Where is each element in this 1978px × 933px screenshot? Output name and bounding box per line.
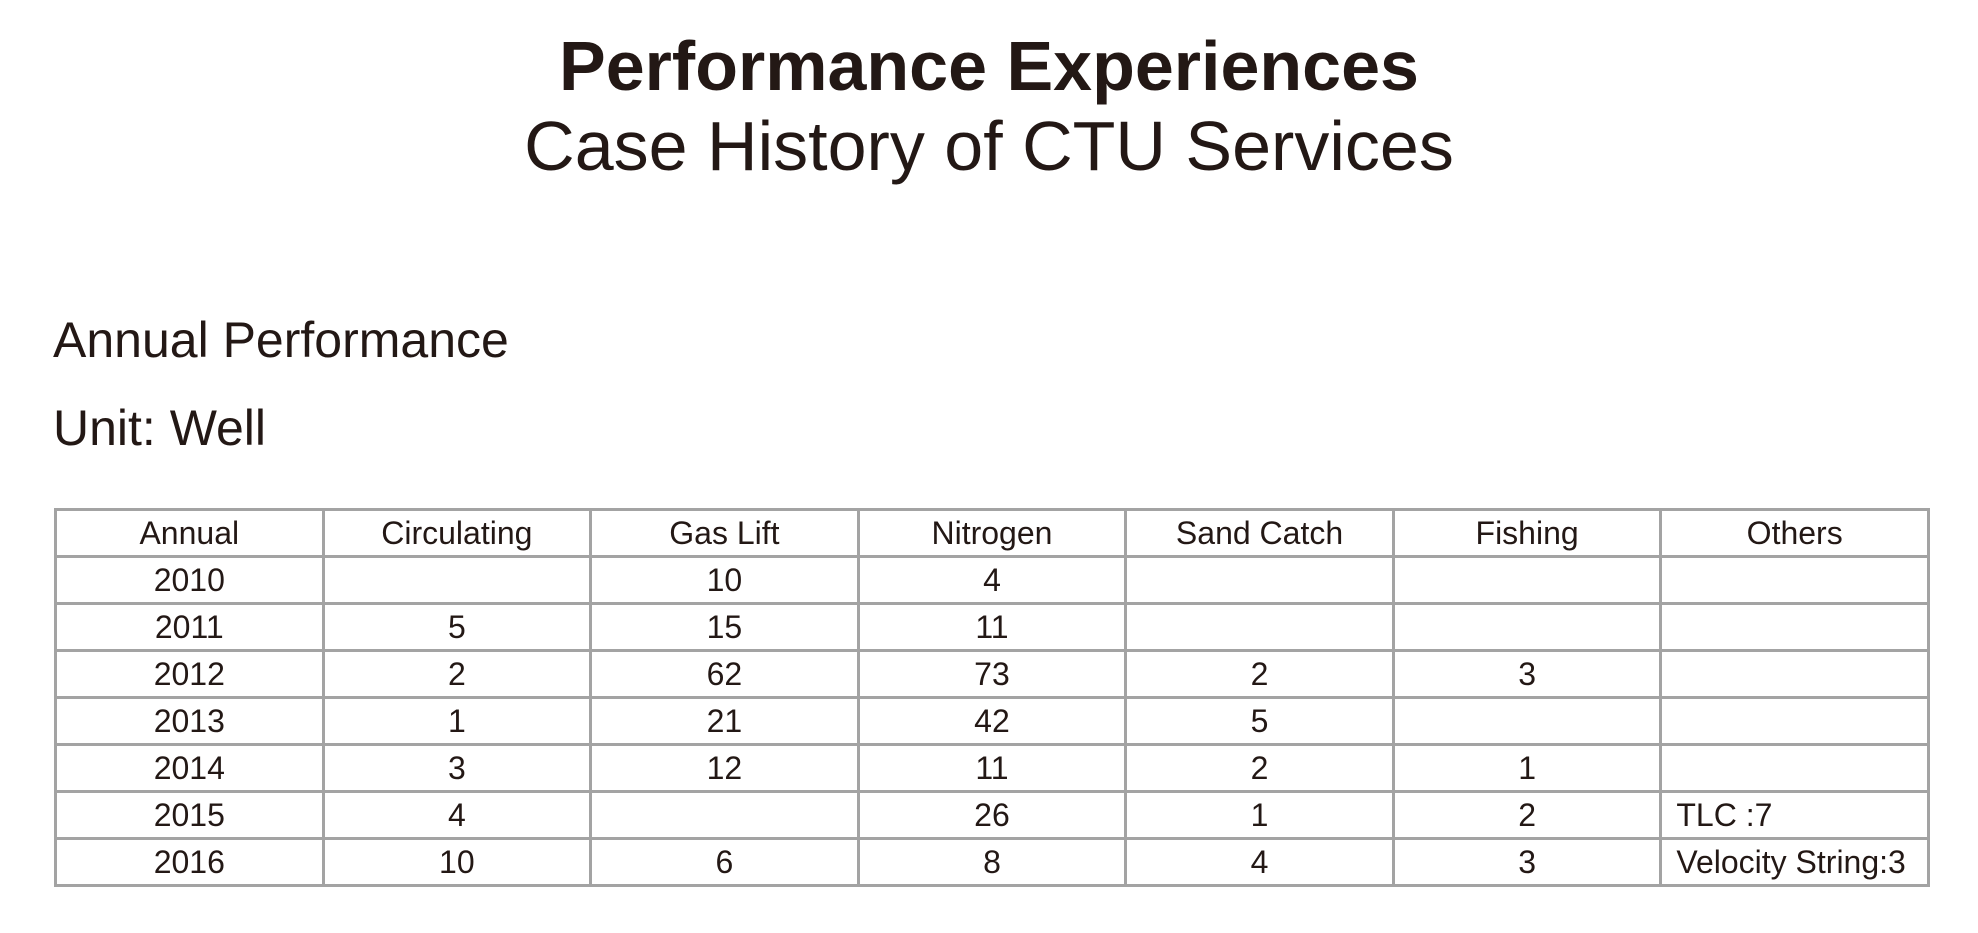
cell-sand-catch (1124, 602, 1395, 652)
column-header-nitrogen: Nitrogen (856, 508, 1128, 558)
cell-annual: 2014 (54, 743, 325, 793)
cell-nitrogen: 4 (856, 555, 1128, 605)
cell-gas-lift (589, 790, 860, 840)
cell-sand-catch: 5 (1124, 696, 1395, 746)
cell-circulating: 1 (321, 696, 593, 746)
cell-others (1659, 743, 1930, 793)
column-header-sand-catch: Sand Catch (1124, 508, 1395, 558)
cell-fishing (1391, 696, 1663, 746)
cell-nitrogen: 42 (856, 696, 1128, 746)
cell-fishing (1391, 555, 1663, 605)
cell-nitrogen: 11 (856, 743, 1128, 793)
cell-fishing: 1 (1391, 743, 1663, 793)
cell-annual: 2015 (54, 790, 325, 840)
cell-fishing (1391, 602, 1663, 652)
table-row: 2015 4 26 1 2 TLC :7 (54, 790, 1930, 840)
cell-annual: 2011 (54, 602, 325, 652)
table-row: 2011 5 15 11 (54, 602, 1930, 652)
cell-circulating: 10 (321, 837, 593, 887)
cell-sand-catch (1124, 555, 1395, 605)
column-header-annual: Annual (54, 508, 325, 558)
cell-nitrogen: 8 (856, 837, 1128, 887)
cell-circulating (321, 555, 593, 605)
cell-gas-lift: 10 (589, 555, 860, 605)
cell-gas-lift: 12 (589, 743, 860, 793)
table-row: 2010 10 4 (54, 555, 1930, 605)
cell-others (1659, 696, 1930, 746)
table-row: 2014 3 12 11 2 1 (54, 743, 1930, 793)
cell-nitrogen: 73 (856, 649, 1128, 699)
table-header-row: Annual Circulating Gas Lift Nitrogen San… (54, 508, 1930, 558)
cell-annual: 2013 (54, 696, 325, 746)
column-header-circulating: Circulating (321, 508, 593, 558)
cell-gas-lift: 62 (589, 649, 860, 699)
section-heading: Annual Performance (53, 312, 509, 368)
cell-gas-lift: 15 (589, 602, 860, 652)
cell-others (1659, 602, 1930, 652)
unit-label: Unit: Well (53, 400, 267, 456)
cell-annual: 2016 (54, 837, 325, 887)
cell-gas-lift: 21 (589, 696, 860, 746)
cell-fishing: 2 (1391, 790, 1663, 840)
cell-nitrogen: 26 (856, 790, 1128, 840)
table-row: 2013 1 21 42 5 (54, 696, 1930, 746)
page-title: Performance Experiences (559, 27, 1419, 105)
cell-sand-catch: 1 (1124, 790, 1395, 840)
column-header-gas-lift: Gas Lift (589, 508, 860, 558)
cell-circulating: 3 (321, 743, 593, 793)
cell-others: TLC :7 (1659, 790, 1930, 840)
cell-nitrogen: 11 (856, 602, 1128, 652)
cell-circulating: 5 (321, 602, 593, 652)
cell-gas-lift: 6 (589, 837, 860, 887)
page-subtitle: Case History of CTU Services (524, 107, 1454, 185)
cell-fishing: 3 (1391, 837, 1663, 887)
cell-others: Velocity String:3 (1659, 837, 1930, 887)
cell-fishing: 3 (1391, 649, 1663, 699)
table-row: 2012 2 62 73 2 3 (54, 649, 1930, 699)
performance-table: Annual Circulating Gas Lift Nitrogen San… (54, 508, 1930, 887)
cell-annual: 2012 (54, 649, 325, 699)
cell-sand-catch: 2 (1124, 743, 1395, 793)
cell-circulating: 4 (321, 790, 593, 840)
column-header-fishing: Fishing (1391, 508, 1663, 558)
column-header-others: Others (1659, 508, 1930, 558)
cell-others (1659, 649, 1930, 699)
cell-circulating: 2 (321, 649, 593, 699)
cell-sand-catch: 2 (1124, 649, 1395, 699)
cell-others (1659, 555, 1930, 605)
cell-annual: 2010 (54, 555, 325, 605)
cell-sand-catch: 4 (1124, 837, 1395, 887)
table-row: 2016 10 6 8 4 3 Velocity String:3 (54, 837, 1930, 887)
